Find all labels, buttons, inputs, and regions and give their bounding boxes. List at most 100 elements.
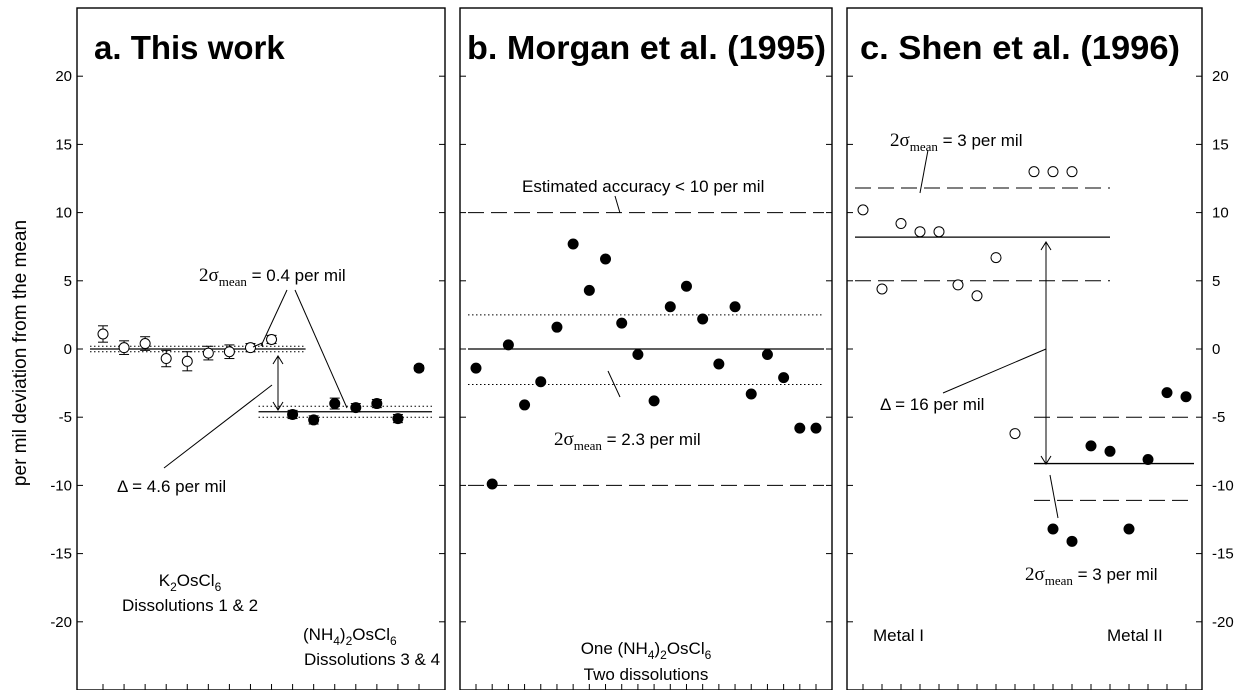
panel-b-one-nh4oscl6-label: One (NH4)2OsCl6 [581, 639, 712, 662]
data-point-filled [502, 339, 514, 351]
panel-a-title: a. This work [94, 29, 285, 66]
data-point-open [160, 353, 172, 365]
y-tick-label-left: -20 [50, 614, 72, 631]
y-tick-label-left: 0 [64, 341, 72, 358]
data-point-open [1066, 166, 1078, 178]
y-tick-label-right: 10 [1212, 205, 1229, 222]
panel-a-k2oscl6-label: K2OsCl6 [159, 571, 222, 594]
data-point-open [181, 355, 193, 367]
data-point-filled [1104, 445, 1116, 457]
data-point-filled [1085, 440, 1097, 452]
data-point-filled [308, 414, 320, 426]
panel-c-delta-label: Δ = 16 per mil [880, 395, 984, 414]
panel-b-annotations: Estimated accuracy < 10 per mil 2σmean =… [522, 177, 764, 684]
data-point-filled [486, 478, 498, 490]
data-point-filled [616, 317, 628, 329]
y-tick-label-left: -10 [50, 477, 72, 494]
y-tick-label-left: 10 [55, 205, 72, 222]
data-point-filled [583, 284, 595, 296]
data-point-filled [680, 280, 692, 292]
y-tick-label-left: 15 [55, 136, 72, 153]
panel-a-nh4oscl6-label: (NH4)2OsCl6 [303, 625, 397, 648]
data-point-open [266, 333, 278, 345]
data-point-open [857, 204, 869, 216]
data-point-filled [810, 422, 822, 434]
data-point-open [97, 328, 109, 340]
y-tick-label-left: -15 [50, 546, 72, 563]
data-point-filled [470, 362, 482, 374]
data-point-filled [287, 408, 299, 420]
data-point-filled [713, 358, 725, 370]
data-point-filled [745, 388, 757, 400]
panel-b-title: b. Morgan et al. (1995) [467, 29, 826, 66]
data-point-filled [1123, 523, 1135, 535]
reference-lines [90, 187, 1194, 501]
data-point-filled [794, 422, 806, 434]
data-point-open [202, 347, 214, 359]
data-point-open [914, 226, 926, 238]
data-point-open [895, 218, 907, 230]
data-point-filled [1066, 535, 1078, 547]
data-point-open [223, 346, 235, 358]
panel-c-sigma-bottom-label: 2σmean = 3 per mil [1025, 564, 1157, 588]
y-tick-label-right: 20 [1212, 68, 1229, 85]
data-point-filled [600, 253, 612, 265]
data-point-filled [1047, 523, 1059, 535]
y-tick-label-left: 5 [64, 273, 72, 290]
data-point-filled [371, 398, 383, 410]
panel-c-annotations: 2σmean = 3 per mil Δ = 16 per mil 2σmean… [873, 130, 1163, 645]
data-point-filled [329, 398, 341, 410]
data-point-open [971, 290, 983, 302]
panel-c-sigma-top-label: 2σmean = 3 per mil [890, 130, 1022, 154]
data-point-filled [1142, 453, 1154, 465]
y-tick-label-right: -5 [1212, 409, 1225, 426]
y-tick-label-right: 0 [1212, 341, 1220, 358]
data-point-open [118, 342, 130, 354]
panel-a-sigma-label: 2σmean = 0.4 per mil [199, 265, 346, 289]
data-point-filled [535, 376, 547, 388]
data-point-filled [1180, 391, 1192, 403]
panel-b-sigma-label: 2σmean = 2.3 per mil [554, 429, 701, 453]
panel-c-metal-i-label: Metal I [873, 626, 924, 645]
data-point-open [1009, 428, 1021, 440]
data-point-filled [413, 362, 425, 374]
panel-a-annotations: 2σmean = 0.4 per mil Δ = 4.6 per mil K2O… [117, 265, 440, 669]
data-point-filled [350, 402, 362, 414]
data-point-open [952, 279, 964, 291]
data-point-open [1047, 166, 1059, 178]
panel-b-two-dissolutions: Two dissolutions [584, 665, 709, 684]
y-tick-label-right: -20 [1212, 614, 1234, 631]
axis-ticks: -20 -20 -15 -15 -10 -10 -5 -5 0 0 5 5 10 10 15 15 20 20 [50, 68, 1234, 690]
panel-c-frame [846, 7, 1203, 690]
y-tick-label-right: -15 [1212, 546, 1234, 563]
data-point-open [139, 338, 151, 350]
data-point-open [244, 342, 256, 354]
y-tick-label-right: 15 [1212, 136, 1229, 153]
data-point-filled [392, 413, 404, 425]
y-tick-label-right: 5 [1212, 273, 1220, 290]
data-point-open [1028, 166, 1040, 178]
data-point-open [933, 226, 945, 238]
y-tick-label-right: -10 [1212, 477, 1234, 494]
panel-a-dissolutions-34: Dissolutions 3 & 4 [304, 650, 440, 669]
y-tick-label-left: 20 [55, 68, 72, 85]
panel-c-title: c. Shen et al. (1996) [860, 29, 1180, 66]
panel-c-metal-ii-label: Metal II [1107, 626, 1163, 645]
data-point-filled [519, 399, 531, 411]
data-point-filled [729, 301, 741, 313]
data-point-filled [697, 313, 709, 325]
data-points [97, 166, 1192, 547]
data-point-filled [567, 238, 579, 250]
data-point-open [990, 252, 1002, 264]
data-point-filled [761, 348, 773, 360]
panel-b-accuracy-label: Estimated accuracy < 10 per mil [522, 177, 764, 196]
data-point-filled [632, 348, 644, 360]
data-point-filled [778, 372, 790, 384]
data-point-filled [664, 301, 676, 313]
y-tick-label-left: -5 [59, 409, 72, 426]
y-axis-label: per mil deviation from the mean [10, 220, 31, 486]
panel-a-delta-label: Δ = 4.6 per mil [117, 477, 226, 496]
data-point-open [876, 283, 888, 295]
data-point-filled [551, 321, 563, 333]
